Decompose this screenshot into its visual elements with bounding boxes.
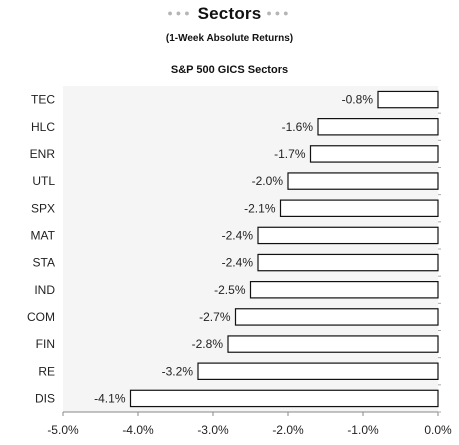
category-label: IND [34, 283, 55, 297]
data-label: -2.5% [214, 283, 246, 297]
plot-area [63, 86, 438, 412]
data-label: -2.8% [192, 337, 224, 351]
page-subtitle: (1-Week Absolute Returns) [165, 33, 294, 44]
bar-sta [257, 253, 439, 272]
page-title: Sectors [197, 4, 262, 23]
x-tick-label: -5.0% [47, 423, 79, 437]
bar-fin [227, 335, 439, 353]
category-label: RE [38, 364, 55, 378]
data-label: -2.7% [199, 310, 231, 324]
category-label: MAT [31, 228, 56, 242]
data-label: -0.8% [342, 93, 374, 107]
bar-re [197, 362, 439, 381]
bar-dis [129, 389, 439, 408]
x-tick-label: -3.0% [197, 423, 229, 437]
x-tick-label: -2.0% [272, 423, 304, 437]
data-label: -1.6% [282, 120, 314, 134]
chart-title: S&P 500 GICS Sectors [170, 64, 289, 76]
left-dots-decoration: ●●● [167, 7, 193, 18]
category-label: HLC [31, 120, 55, 134]
x-tick-label: 0.0% [424, 423, 452, 437]
category-label: SPX [31, 201, 55, 215]
category-label: ENR [30, 147, 56, 161]
header-title-row: ●●● Sectors ●●● [0, 4, 459, 24]
bar-tec [377, 90, 439, 109]
chart-header: ●●● Sectors ●●● (1-Week Absolute Returns… [0, 0, 459, 60]
data-label: -1.7% [274, 147, 306, 161]
bar-mat [257, 226, 439, 245]
bar-spx [279, 199, 439, 218]
bar-utl [287, 172, 439, 190]
data-label: -2.4% [222, 256, 254, 270]
category-label: FIN [36, 337, 55, 351]
right-dots-decoration: ●●● [266, 7, 292, 18]
bar-enr [309, 145, 439, 163]
category-label: DIS [35, 391, 55, 405]
x-tick-label: -4.0% [122, 423, 154, 437]
data-label: -4.1% [94, 391, 126, 405]
data-label: -2.1% [244, 201, 276, 215]
data-label: -2.4% [222, 228, 254, 242]
category-label: UTL [32, 174, 55, 188]
category-label: STA [33, 256, 55, 270]
data-label: -3.2% [162, 364, 194, 378]
category-label: COM [27, 310, 55, 324]
bar-hlc [317, 117, 439, 136]
x-tick-label: -1.0% [347, 423, 379, 437]
bar-com [234, 308, 439, 326]
category-label: TEC [31, 93, 55, 107]
bar-ind [249, 281, 439, 299]
data-label: -2.0% [252, 174, 284, 188]
